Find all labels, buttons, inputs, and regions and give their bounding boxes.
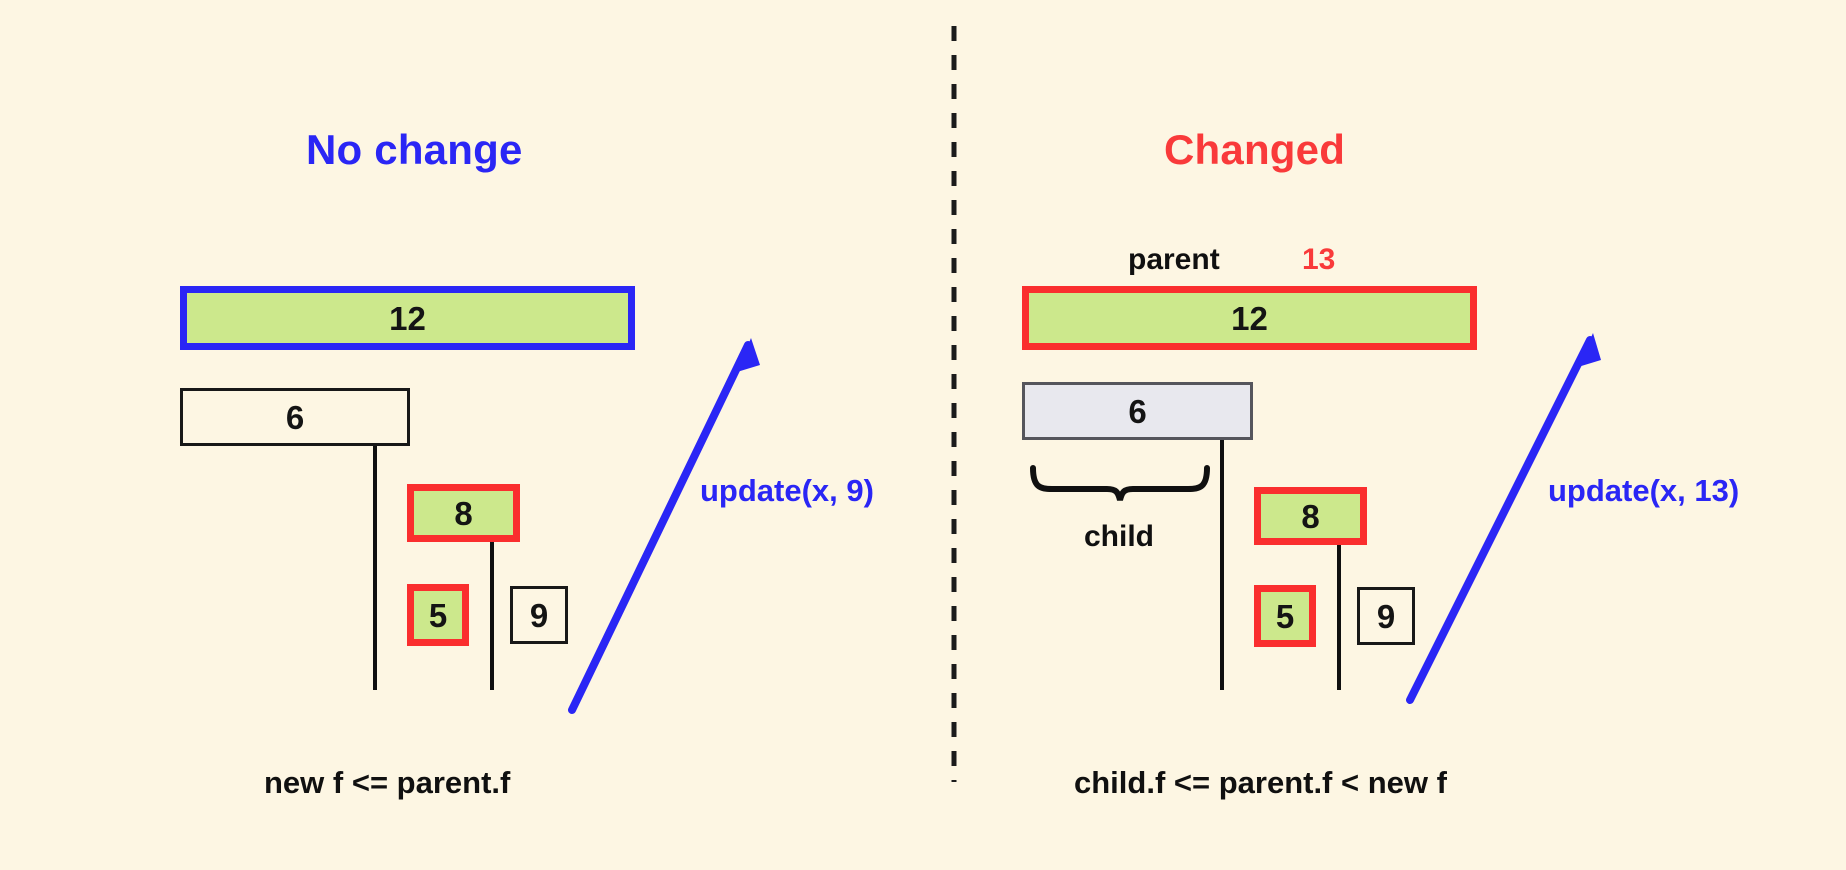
node-right-8[interactable]: 8 bbox=[1254, 487, 1367, 545]
left-update-arrow bbox=[568, 338, 760, 714]
child-brace bbox=[1030, 465, 1210, 501]
new-value-label: 13 bbox=[1302, 243, 1336, 276]
panel-title-left: No change bbox=[306, 126, 523, 173]
node-left-9[interactable]: 9 bbox=[510, 586, 568, 644]
node-right-12[interactable]: 12 bbox=[1022, 286, 1477, 350]
caption-left: new f <= parent.f bbox=[264, 765, 511, 800]
node-left-5[interactable]: 5 bbox=[407, 584, 469, 646]
parent-label: parent bbox=[1128, 243, 1220, 276]
node-left-6[interactable]: 6 bbox=[180, 388, 410, 446]
node-right-6[interactable]: 6 bbox=[1022, 382, 1253, 440]
node-right-5[interactable]: 5 bbox=[1254, 585, 1316, 647]
child-label: child bbox=[1084, 520, 1155, 553]
node-left-8[interactable]: 8 bbox=[407, 484, 520, 542]
node-left-12[interactable]: 12 bbox=[180, 286, 635, 350]
panel-title-right: Changed bbox=[1164, 126, 1346, 173]
caption-right: child.f <= parent.f < new f bbox=[1074, 765, 1447, 800]
right-update-arrow bbox=[1406, 333, 1601, 704]
update-label-right: update(x, 13) bbox=[1548, 473, 1740, 508]
node-right-9[interactable]: 9 bbox=[1357, 587, 1415, 645]
update-label-left: update(x, 9) bbox=[700, 473, 874, 508]
